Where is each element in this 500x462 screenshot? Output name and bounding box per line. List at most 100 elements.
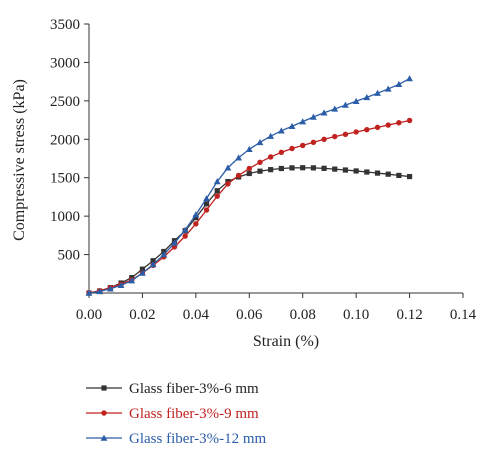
data-point bbox=[289, 145, 295, 152]
x-tick-label: 0.12 bbox=[396, 307, 422, 323]
data-point bbox=[278, 149, 285, 156]
data-point bbox=[213, 178, 221, 185]
y-tick-label: 2500 bbox=[50, 94, 80, 110]
data-point bbox=[267, 132, 275, 139]
data-point bbox=[246, 165, 252, 172]
data-point bbox=[128, 277, 136, 284]
data-point bbox=[193, 215, 199, 221]
data-point bbox=[288, 122, 296, 129]
data-point bbox=[406, 117, 413, 124]
x-tick-label: 0.08 bbox=[290, 307, 316, 323]
data-point bbox=[406, 75, 413, 82]
y-tick-label: 1500 bbox=[50, 171, 80, 187]
y-tick-label: 2000 bbox=[50, 132, 80, 148]
data-point bbox=[385, 122, 391, 128]
data-point bbox=[224, 164, 232, 171]
data-point bbox=[395, 80, 403, 88]
data-point bbox=[278, 165, 284, 172]
data-point bbox=[257, 159, 263, 166]
data-point bbox=[203, 207, 210, 213]
data-point bbox=[235, 154, 242, 161]
x-tick-label: 0.10 bbox=[343, 307, 369, 323]
data-point bbox=[267, 154, 274, 160]
legend: Glass fiber-3%-6 mm Glass fiber-3%-9 mm Gl… bbox=[86, 381, 267, 447]
data-point bbox=[277, 127, 285, 134]
data-point bbox=[289, 165, 295, 171]
x-tick-label: 0.02 bbox=[129, 307, 155, 323]
data-point bbox=[310, 113, 317, 120]
data-point bbox=[214, 193, 220, 199]
data-point bbox=[299, 118, 307, 125]
data-point bbox=[374, 170, 381, 176]
series-2 bbox=[86, 117, 413, 296]
data-point bbox=[342, 101, 349, 108]
x-tick-label: 0.14 bbox=[450, 307, 477, 323]
data-point bbox=[139, 269, 146, 276]
y-tick-label: 1000 bbox=[50, 209, 80, 225]
data-point bbox=[353, 129, 359, 135]
data-point bbox=[321, 136, 327, 142]
legend-label: Glass fiber-3%-12 mm bbox=[129, 431, 267, 447]
data-point bbox=[182, 233, 188, 239]
x-tick-label: 0.06 bbox=[236, 307, 263, 323]
data-point bbox=[342, 167, 349, 173]
x-tick-label: 0.04 bbox=[183, 307, 210, 323]
legend-item: Glass fiber-3%-9 mm bbox=[86, 406, 259, 422]
legend-item: Glass fiber-3%-6 mm bbox=[86, 381, 259, 397]
series-layer bbox=[85, 75, 413, 296]
data-point bbox=[374, 89, 381, 96]
legend-item: Glass fiber-3%-12 mm bbox=[86, 431, 267, 447]
data-point bbox=[353, 168, 359, 174]
data-point bbox=[149, 261, 157, 268]
data-point bbox=[364, 126, 370, 133]
data-point bbox=[85, 289, 93, 296]
data-point bbox=[300, 142, 306, 149]
legend-label: Glass fiber-3%-9 mm bbox=[129, 406, 259, 422]
data-point bbox=[117, 281, 125, 289]
data-point bbox=[203, 195, 210, 202]
x-tick-label: 0.00 bbox=[76, 307, 102, 323]
data-point bbox=[193, 221, 199, 227]
data-point bbox=[139, 266, 146, 272]
legend-label: Glass fiber-3%-6 mm bbox=[129, 381, 259, 397]
data-point bbox=[245, 145, 253, 152]
data-point bbox=[192, 211, 200, 218]
series-3 bbox=[85, 75, 413, 296]
series-line bbox=[88, 77, 410, 294]
y-tick-label: 500 bbox=[58, 248, 81, 264]
data-point bbox=[396, 120, 402, 126]
data-point bbox=[256, 138, 264, 146]
data-point bbox=[385, 171, 391, 177]
data-point bbox=[331, 105, 339, 112]
axes: 0.00 0.02 0.04 0.06 0.08 0.10 0.12 0.14 500 1000 1… bbox=[11, 17, 477, 350]
data-point bbox=[332, 166, 338, 172]
data-point bbox=[300, 165, 306, 171]
data-point bbox=[406, 173, 413, 180]
data-point bbox=[171, 239, 178, 246]
data-point bbox=[364, 169, 370, 175]
data-point bbox=[352, 97, 360, 104]
legend-marker bbox=[100, 434, 108, 441]
series-1 bbox=[86, 165, 413, 296]
data-point bbox=[363, 93, 371, 101]
data-point bbox=[96, 288, 104, 295]
y-axis-title: Compressive stress (kPa) bbox=[11, 79, 28, 241]
data-point bbox=[106, 285, 114, 292]
data-point bbox=[374, 124, 381, 131]
data-point bbox=[225, 181, 231, 187]
data-point bbox=[214, 188, 220, 194]
data-point bbox=[181, 226, 189, 233]
data-point bbox=[320, 109, 328, 116]
data-point bbox=[321, 165, 327, 171]
data-point bbox=[160, 251, 168, 258]
y-tick-label: 3000 bbox=[50, 55, 80, 71]
data-point bbox=[332, 133, 338, 140]
data-point bbox=[384, 85, 392, 92]
data-point bbox=[268, 167, 274, 173]
data-point bbox=[396, 172, 402, 179]
data-point bbox=[235, 172, 242, 179]
y-tick-label: 3500 bbox=[50, 17, 80, 33]
legend-marker bbox=[101, 410, 107, 416]
data-point bbox=[310, 139, 317, 146]
